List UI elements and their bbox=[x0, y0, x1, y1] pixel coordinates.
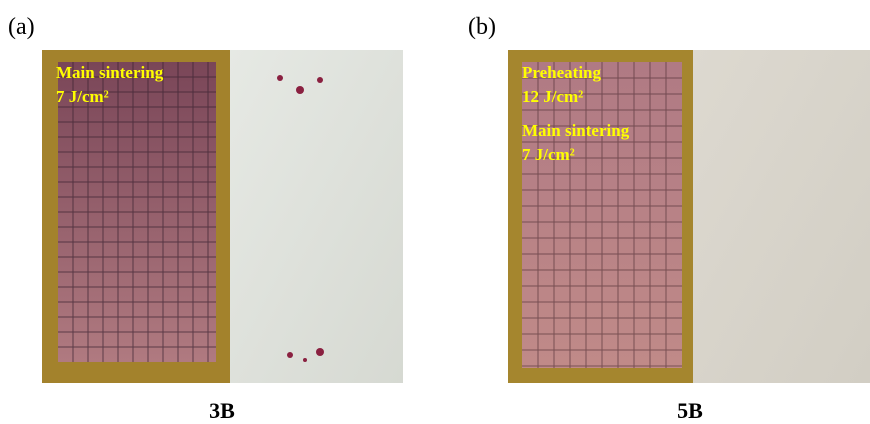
annotation: 7 J/cm² bbox=[522, 145, 575, 164]
tape bbox=[230, 50, 403, 383]
annotation: 7 J/cm² bbox=[56, 87, 109, 106]
annotation: Main sintering bbox=[522, 121, 630, 140]
figure: (a) Main sintering 7 J/cm² 3B (b) Prehea… bbox=[0, 0, 870, 424]
annotation: Preheating bbox=[522, 63, 602, 82]
panel-label: (a) bbox=[8, 14, 35, 40]
annotation: Main sintering bbox=[56, 63, 164, 82]
caption: 5B bbox=[677, 398, 703, 423]
panel-label: (b) bbox=[468, 14, 496, 40]
crosshatch bbox=[58, 62, 216, 362]
tape bbox=[693, 50, 870, 383]
caption: 3B bbox=[209, 398, 235, 423]
annotation: 12 J/cm² bbox=[522, 87, 583, 106]
